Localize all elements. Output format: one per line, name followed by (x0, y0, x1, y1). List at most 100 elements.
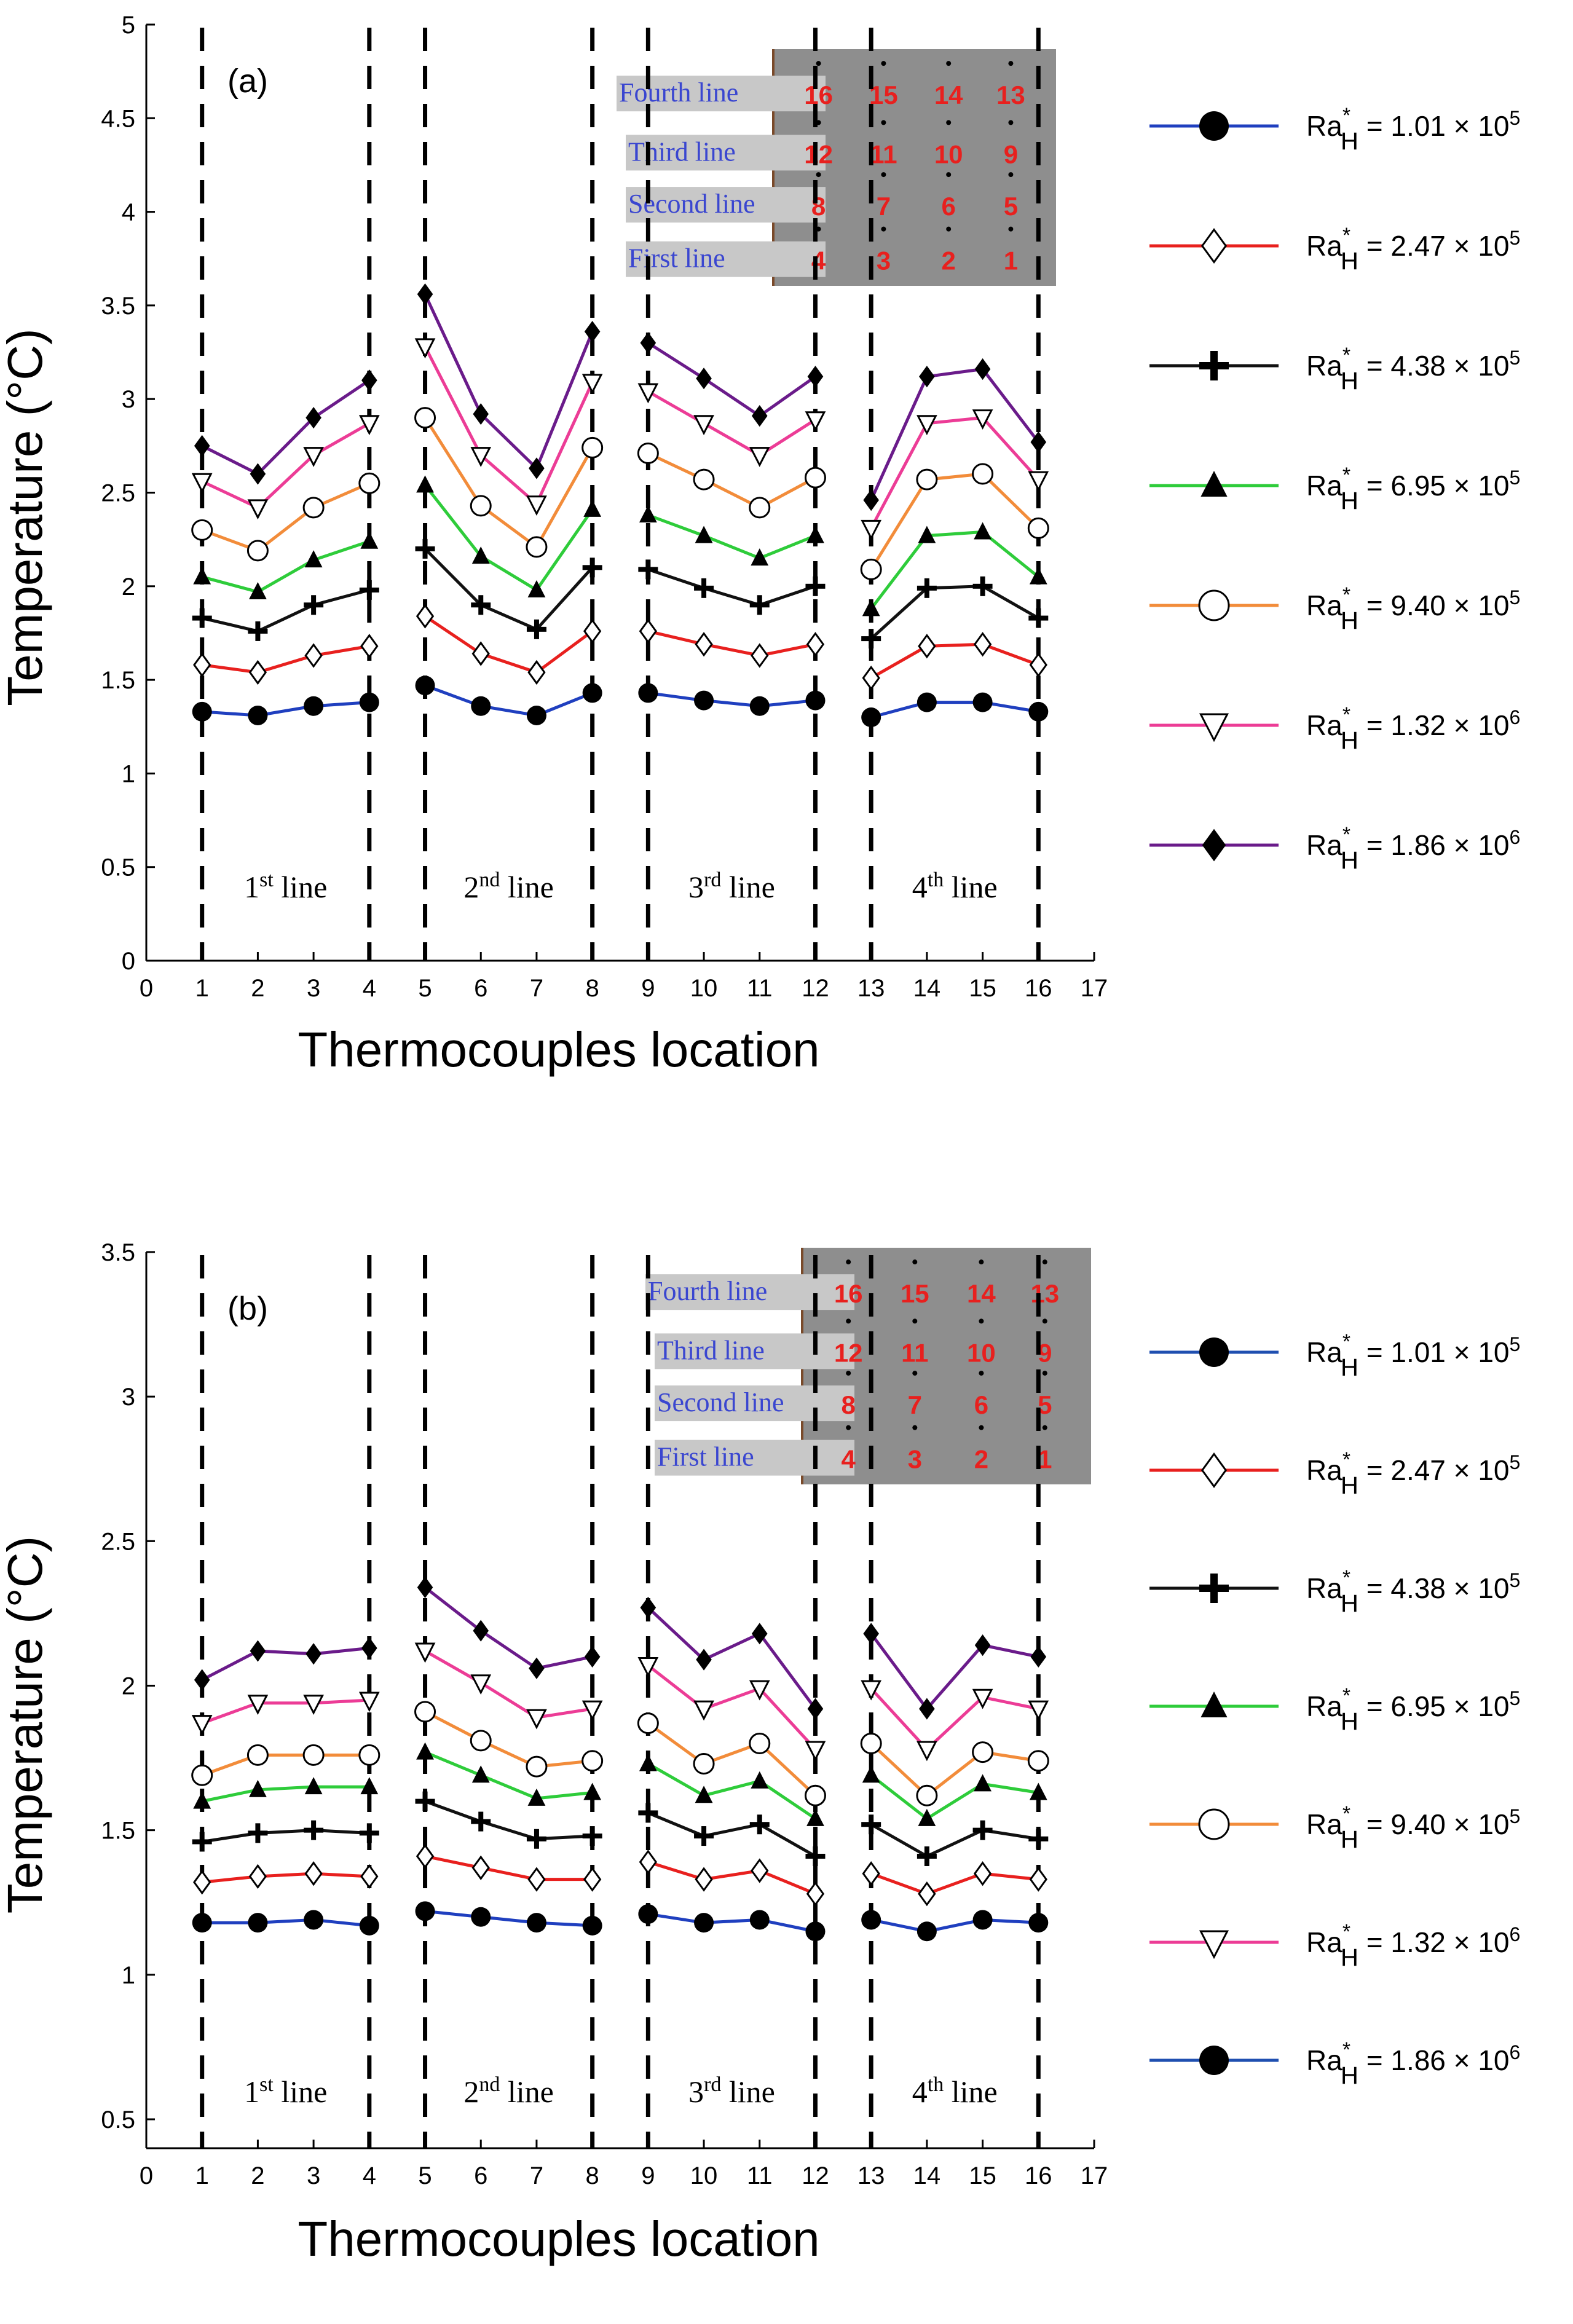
data-point (583, 1867, 602, 1892)
region-label-word: line (500, 870, 553, 904)
inset-sensor-number: 11 (901, 1338, 928, 1367)
legend-label-star: * (1342, 463, 1350, 487)
data-point (526, 705, 546, 725)
legend-item: Ra* H = 1.32 × 106 (1149, 703, 1520, 754)
data-point (414, 1701, 436, 1723)
inset-sensor-dot (1008, 120, 1014, 125)
data-point (304, 643, 323, 668)
data-point (360, 634, 379, 659)
data-point (693, 468, 715, 490)
data-point-bar (422, 538, 428, 559)
data-point (191, 1715, 213, 1735)
data-point (637, 1657, 659, 1677)
y-tick-label: 3 (122, 1384, 135, 1411)
data-point (470, 495, 492, 517)
inset-line-label: First line (628, 243, 725, 274)
series-line (647, 1762, 816, 1820)
legend-label-base: Ra (1306, 1926, 1342, 1958)
legend-label-subscript: H (1341, 1944, 1358, 1971)
data-point (304, 1820, 324, 1840)
data-point (972, 576, 993, 596)
data-point (302, 497, 325, 519)
data-point (526, 1913, 546, 1933)
data-point (191, 1764, 213, 1786)
data-point (473, 1620, 489, 1642)
x-tick-label: 16 (1025, 2162, 1052, 2189)
series-line (647, 1664, 817, 1751)
x-tick-label: 15 (969, 975, 996, 1002)
data-point (638, 683, 658, 703)
data-point (471, 1811, 491, 1832)
legend-label-base: Ra (1306, 470, 1342, 502)
series-line (201, 422, 371, 510)
inset-line-label: Third line (628, 136, 736, 167)
data-point (974, 358, 991, 380)
legend-label-subscript: H (1341, 1354, 1358, 1381)
legend-label-exponent: 5 (1509, 107, 1520, 129)
data-point (637, 383, 659, 404)
data-point-bar (1210, 1574, 1218, 1603)
data-point (1028, 1913, 1049, 1933)
series-line (870, 585, 1039, 640)
data-point-bar (869, 1814, 874, 1835)
inset-sensor-dot (1042, 1259, 1047, 1265)
data-point (193, 652, 211, 677)
legend-label-star: * (1342, 583, 1350, 607)
x-tick-label: 11 (747, 975, 773, 1002)
data-point (972, 692, 993, 712)
inset-sensor-dot (912, 1318, 918, 1324)
y-tick-label: 2.5 (101, 1528, 135, 1555)
data-point (1199, 713, 1229, 742)
data-point (192, 1913, 212, 1933)
series-line (424, 484, 594, 593)
inset-sensor-dot (946, 61, 952, 66)
data-point (972, 409, 993, 430)
x-tick-label: 8 (586, 2162, 599, 2189)
data-point (917, 1741, 937, 1762)
data-point (860, 1733, 882, 1755)
data-point (415, 676, 435, 696)
data-point (414, 1642, 436, 1663)
data-point (529, 1657, 545, 1679)
inset-diagram: Fourth line Third line Second line First li… (645, 1248, 1091, 1484)
legend-item: Ra* H = 1.86 × 106 (1149, 2038, 1520, 2089)
data-point-bar (199, 1832, 205, 1852)
data-point (807, 1698, 824, 1720)
data-point (526, 1709, 547, 1730)
legend-label-exponent: 5 (1509, 347, 1520, 369)
legend-label-exponent: 5 (1509, 1687, 1520, 1709)
data-point (972, 1741, 994, 1763)
legend-label: Ra* H = 1.32 × 106 (1306, 1920, 1520, 1971)
data-point-bar (534, 619, 539, 639)
series-line (202, 1872, 369, 1884)
data-point-bar (255, 1823, 261, 1843)
inset-sensor-number: 3 (908, 1445, 922, 1474)
data-point (693, 1700, 714, 1721)
data-point (1200, 1692, 1228, 1717)
inset-sensor-number: 9 (1038, 1338, 1052, 1367)
data-point (583, 618, 602, 644)
data-point (749, 497, 771, 519)
legend-label-base: Ra (1306, 1454, 1342, 1486)
data-point (751, 1623, 768, 1645)
data-point (582, 683, 602, 703)
y-tick-label: 0.5 (101, 854, 135, 881)
data-point (581, 1700, 603, 1721)
data-point (863, 1623, 879, 1645)
series-line (648, 691, 816, 708)
series-line (201, 379, 371, 476)
x-tick-label: 12 (802, 975, 829, 1002)
inset-sensor-number: 3 (877, 246, 891, 275)
data-point (248, 1913, 268, 1933)
data-point-bar (534, 1829, 539, 1849)
panel-label: (a) (227, 63, 268, 100)
data-point (193, 1791, 211, 1809)
region-label: 1st line (244, 869, 327, 904)
x-tick-label: 17 (1081, 2162, 1108, 2189)
inset-line-label: First line (657, 1442, 754, 1472)
inset-sensor-number: 8 (842, 1390, 856, 1419)
legend-item: Ra* H = 1.86 × 106 (1149, 823, 1520, 874)
data-point-bar (422, 1791, 428, 1811)
inset-sensor-number: 12 (834, 1338, 863, 1367)
